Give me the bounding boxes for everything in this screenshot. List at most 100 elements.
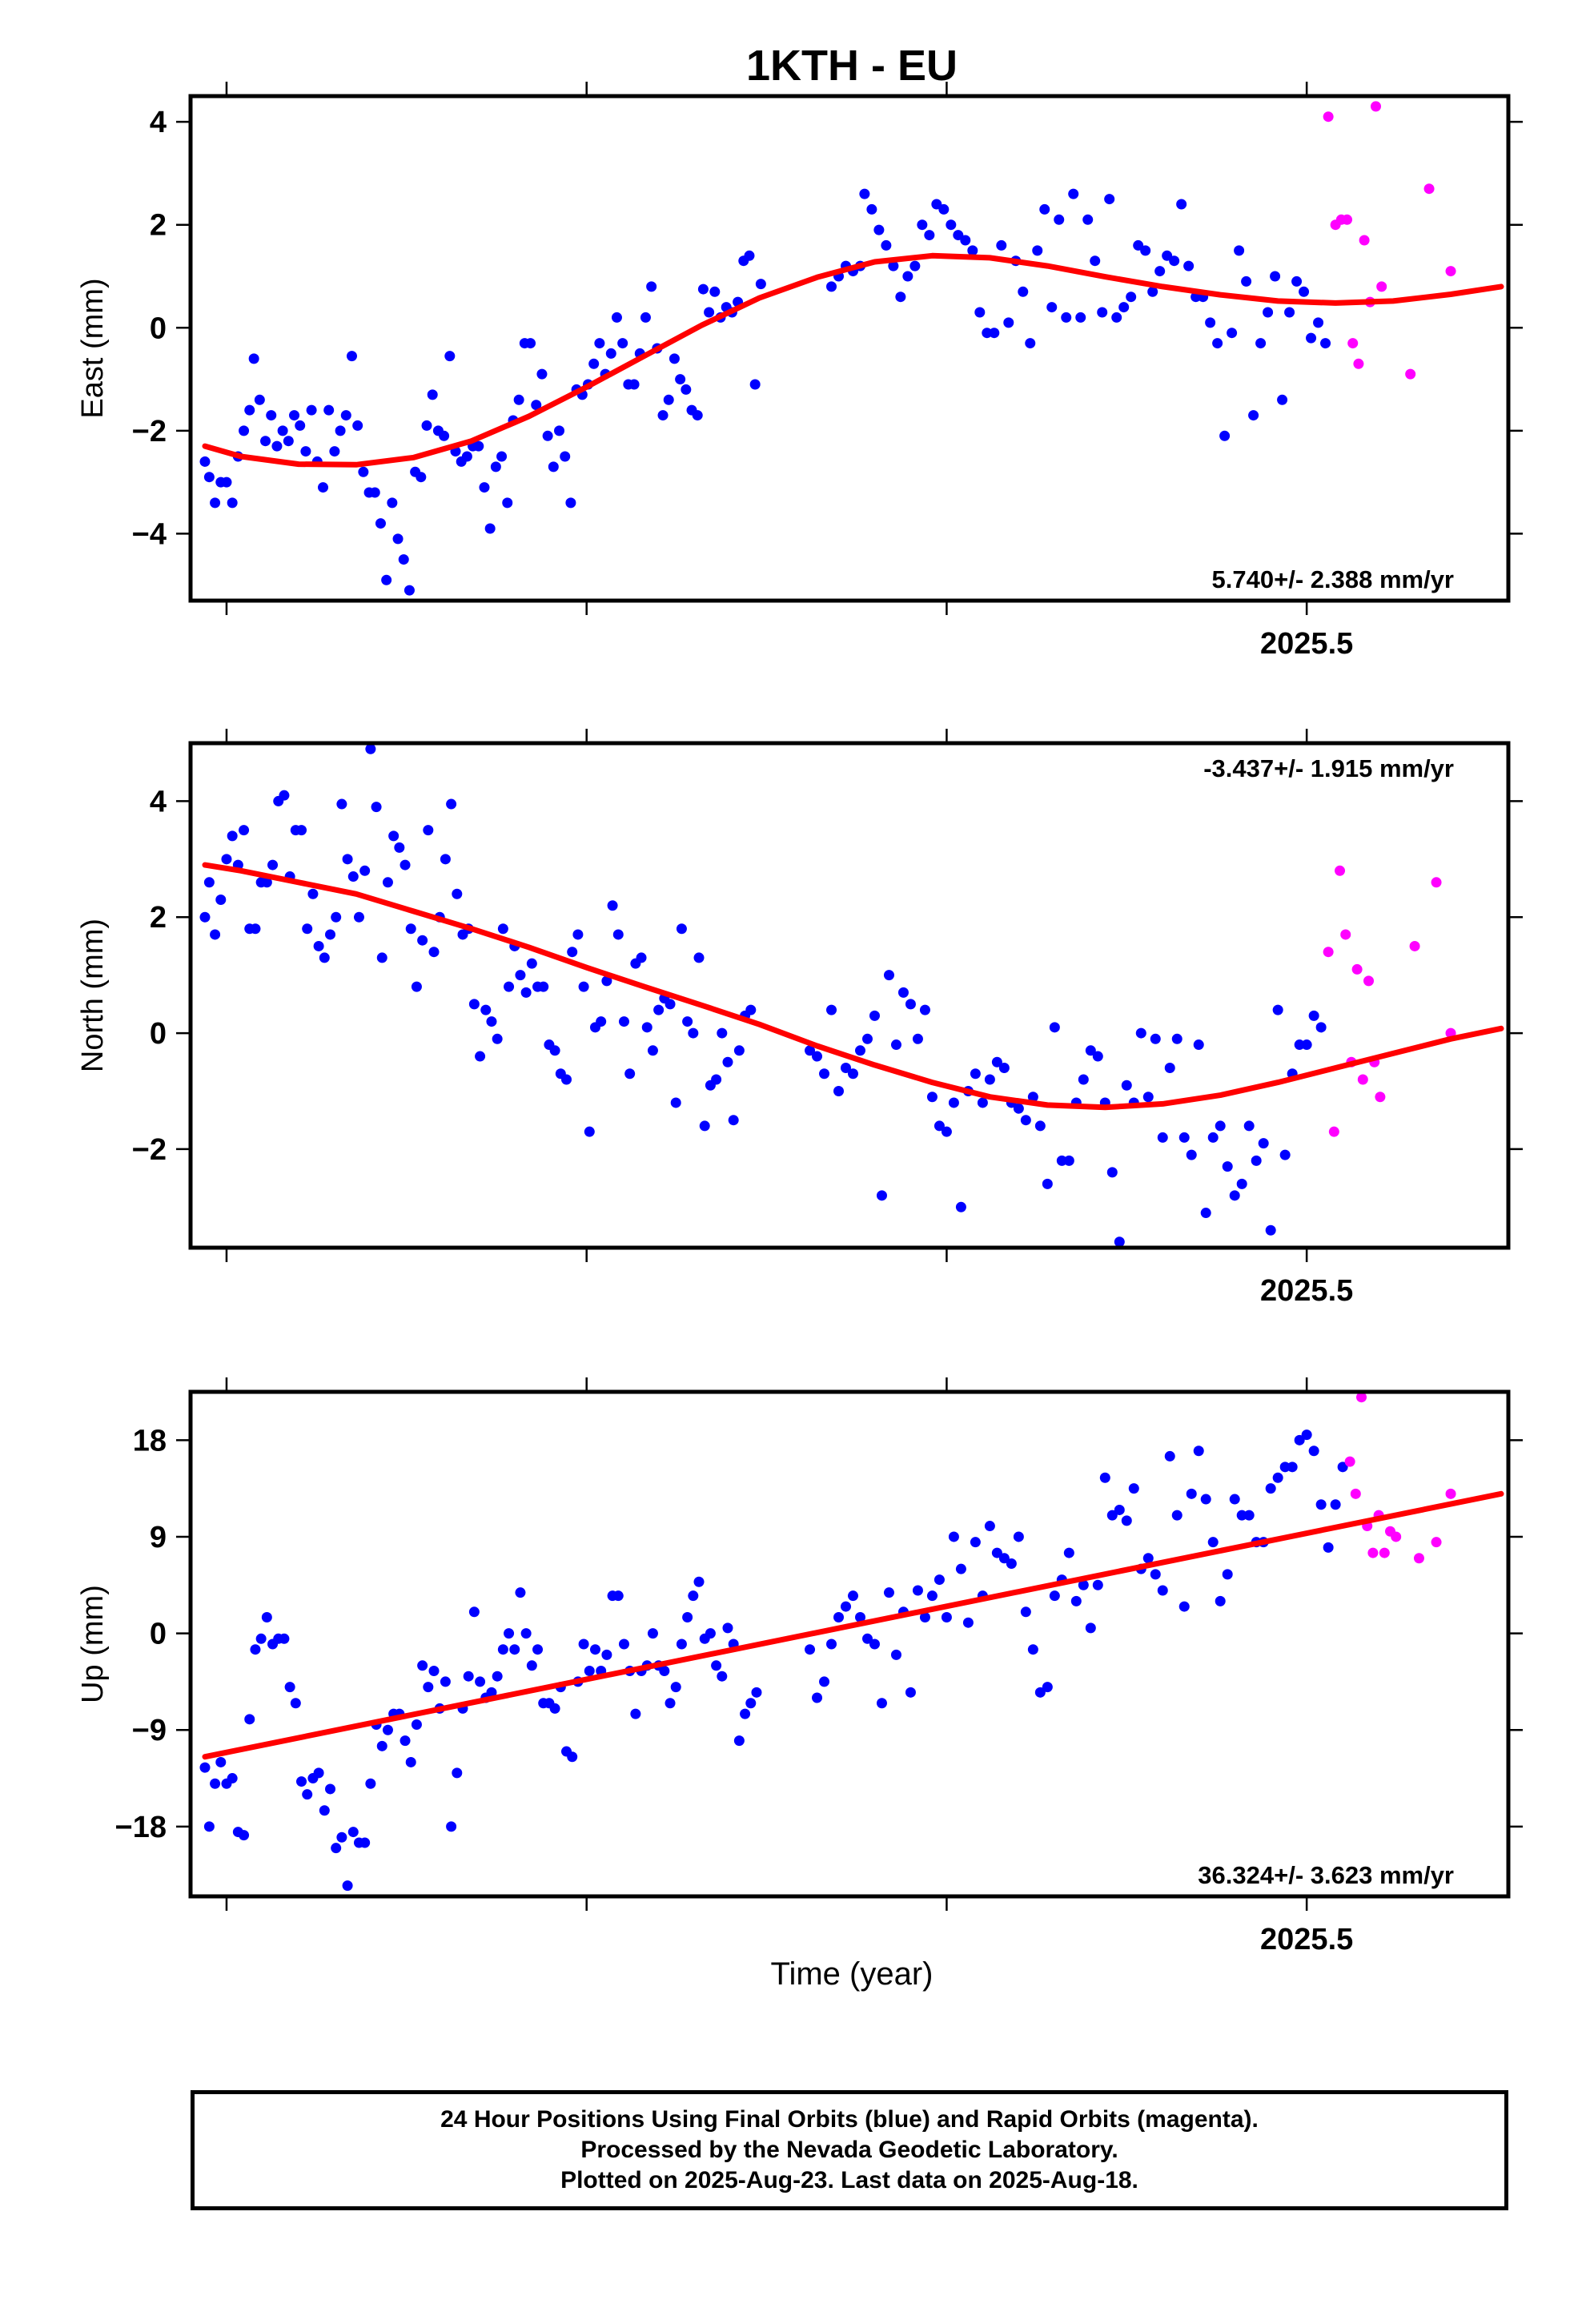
point-final-east [588,358,600,369]
point-final-east [755,279,766,290]
point-final-north [596,1016,607,1027]
point-final-north [682,1016,693,1027]
point-final-east [392,533,404,545]
point-final-north [876,1190,887,1201]
point-final-up [1301,1429,1312,1441]
point-rapid-north [1409,940,1420,951]
point-rapid-up [1379,1547,1390,1558]
point-final-east [1176,199,1187,210]
point-final-north [1294,1039,1305,1051]
point-final-east [1025,338,1036,349]
point-final-up [1070,1595,1082,1606]
point-final-east [1227,328,1238,339]
point-final-up [244,1714,255,1725]
point-final-east [300,446,311,457]
point-final-north [1042,1178,1053,1189]
point-final-north [353,911,364,923]
xtick-label-east: 2025.5 [1260,627,1353,661]
point-final-up [492,1671,503,1682]
point-final-east [1162,250,1173,261]
point-final-up [1121,1515,1132,1526]
footer-line-1: 24 Hour Positions Using Final Orbits (bl… [440,2106,1259,2133]
point-final-east [938,203,950,215]
point-final-east [1291,275,1303,287]
ytick-label-up: 9 [150,1521,167,1554]
point-final-up [215,1756,227,1767]
fit-line-north [202,862,1504,1111]
point-rapid-up [1356,1392,1367,1403]
point-final-north [955,1201,966,1212]
point-final-up [227,1773,238,1784]
point-final-north [411,981,422,992]
ytick-label-up: 0 [150,1618,167,1651]
panels: −4 −2 0 2 4 2025.5 East (mm) 5.740+/- 2.388 mm/… [76,82,1523,1956]
point-final-north [1157,1132,1168,1143]
point-final-up [934,1574,945,1586]
point-final-east [946,219,957,231]
point-final-up [659,1666,670,1677]
point-final-east [536,368,548,380]
point-final-up [919,1611,930,1622]
point-rapid-north [1351,963,1363,975]
point-final-north [653,1004,665,1015]
point-final-up [883,1587,894,1598]
point-final-north [359,865,371,876]
point-final-north [1222,1161,1233,1172]
point-final-up [1330,1499,1341,1510]
point-final-east [1320,338,1331,349]
point-final-up [826,1638,837,1650]
point-final-up [1222,1569,1233,1580]
point-final-east [404,585,415,596]
point-final-north [1308,1010,1319,1021]
point-final-east [1068,188,1079,199]
point-final-up [515,1587,526,1598]
point-final-east [663,394,674,405]
point-final-east [340,410,351,421]
point-final-north [331,911,342,923]
point-final-north [905,999,916,1010]
point-final-north [1229,1190,1240,1201]
footer-line-3: Plotted on 2025-Aug-23. Last data on 202… [560,2167,1138,2193]
point-final-east [358,466,369,477]
point-final-north [561,1074,572,1085]
point-final-up [239,1830,250,1841]
point-final-up [751,1687,762,1698]
point-final-up [567,1751,578,1763]
point-final-north [417,935,428,946]
point-final-up [805,1644,816,1655]
point-final-up [998,1553,1010,1564]
point-final-up [279,1633,290,1644]
point-final-north [199,911,211,923]
panel-north: −2 0 2 4 2025.5 North (mm) -3.437+/- 1.915 mm/… [76,729,1523,1308]
point-final-up [526,1660,537,1671]
point-final-up [991,1547,1002,1558]
point-final-north [486,1016,497,1027]
point-final-up [331,1843,342,1854]
point-final-up [1200,1494,1211,1505]
point-final-up [1243,1510,1255,1521]
point-final-north [1186,1149,1197,1160]
point-final-north [693,952,705,963]
point-final-north [1092,1051,1103,1062]
point-final-east [260,436,271,447]
point-final-north [1164,1063,1175,1074]
point-final-north [861,1033,873,1044]
point-final-north [515,970,526,981]
point-final-east [323,404,335,416]
point-final-north [440,854,451,865]
point-final-east [1205,317,1216,328]
y-axis-label-up: Up (mm) [76,1585,110,1703]
point-final-up [468,1606,480,1618]
ytick-label-north: 2 [150,901,167,935]
point-final-up [890,1649,901,1660]
point-final-east [1306,332,1317,344]
point-final-up [1193,1445,1204,1457]
point-final-up [682,1611,693,1622]
point-final-north [1020,1115,1031,1126]
point-final-up [1171,1510,1182,1521]
ytick-label-east: 4 [150,106,167,139]
point-final-east [931,199,942,210]
point-final-east [560,451,571,462]
point-final-north [468,999,480,1010]
plot-frame-north [188,741,1511,1250]
